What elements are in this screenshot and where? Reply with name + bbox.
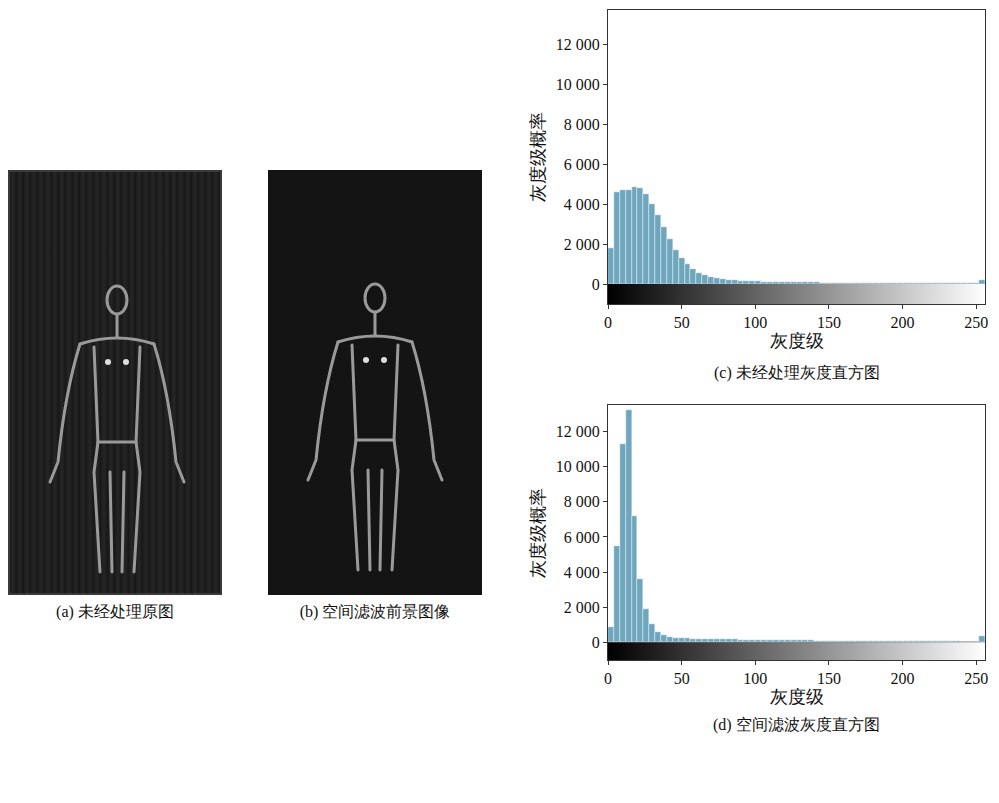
svg-text:250: 250 [964,314,988,331]
svg-text:50: 50 [674,670,690,687]
svg-text:100: 100 [743,670,767,687]
svg-text:0: 0 [604,670,612,687]
svg-text:4 000: 4 000 [564,564,600,581]
svg-text:50: 50 [674,314,690,331]
svg-text:100: 100 [743,314,767,331]
svg-text:4 000: 4 000 [564,196,600,213]
svg-text:10 000: 10 000 [556,458,600,475]
svg-text:250: 250 [964,670,988,687]
svg-text:8 000: 8 000 [564,116,600,133]
svg-text:10 000: 10 000 [556,76,600,93]
svg-text:12 000: 12 000 [556,423,600,440]
svg-text:0: 0 [592,634,600,651]
svg-text:灰度级概率: 灰度级概率 [528,112,548,202]
svg-text:150: 150 [817,670,841,687]
html-text:(a) 未经处理原图: (a) 未经处理原图 [56,603,174,620]
svg-text:200: 200 [891,314,915,331]
svg-text:灰度级: 灰度级 [770,331,824,351]
svg-text:灰度级: 灰度级 [770,687,824,707]
html-text:(b) 空间滤波前景图像: (b) 空间滤波前景图像 [299,603,451,620]
svg-text:(c) 未经处理灰度直方图: (c) 未经处理灰度直方图 [714,364,880,382]
svg-text:2 000: 2 000 [564,599,600,616]
svg-text:灰度级概率: 灰度级概率 [528,488,548,578]
svg-text:150: 150 [817,314,841,331]
svg-text:12 000: 12 000 [556,36,600,53]
svg-text:(d) 空间滤波灰度直方图: (d) 空间滤波灰度直方图 [713,716,880,734]
svg-text:8 000: 8 000 [564,493,600,510]
svg-text:2 000: 2 000 [564,236,600,253]
svg-text:0: 0 [604,314,612,331]
svg-text:6 000: 6 000 [564,529,600,546]
svg-text:6 000: 6 000 [564,156,600,173]
svg-text:0: 0 [592,276,600,293]
svg-text:200: 200 [891,670,915,687]
